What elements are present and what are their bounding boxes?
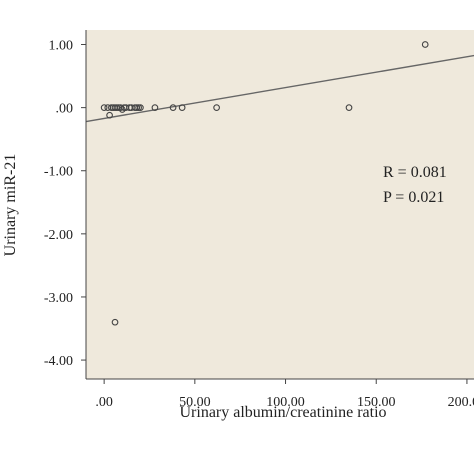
data-point [111, 318, 119, 326]
y-tick-label: 1.00 [49, 39, 74, 54]
y-tick-label: -1.00 [44, 165, 73, 180]
data-point [151, 104, 159, 111]
data-point [137, 104, 144, 111]
stat-p: P = 0.021 [383, 189, 444, 206]
data-point [118, 106, 126, 113]
y-tick-label: .00 [56, 102, 74, 117]
data-point [169, 104, 177, 111]
data-point [421, 41, 429, 48]
x-tick-label: 150.00 [357, 395, 396, 410]
x-tick-label: 200.00 [448, 395, 474, 410]
x-axis-title: Urinary albumin/creatinine ratio [179, 404, 386, 421]
data-point [213, 104, 220, 111]
data-point [345, 104, 353, 111]
x-tick-label: .00 [95, 395, 113, 410]
data-point [100, 104, 108, 111]
marks-layer [85, 41, 474, 326]
y-tick-label: -4.00 [44, 354, 73, 369]
y-tick-label: -2.00 [44, 228, 73, 243]
data-point [178, 104, 186, 111]
x-tick-label: 100.00 [266, 395, 305, 410]
data-point [106, 111, 113, 119]
fit-line [85, 54, 474, 123]
stat-r: R = 0.081 [383, 164, 447, 181]
y-axis-title: Urinary miR-21 [2, 154, 19, 257]
x-tick-label: 50.00 [179, 395, 211, 410]
ticks-layer: .00 50.00 100.00 150.00 200.00 1.00 .00 -1.00 -2… [44, 39, 474, 410]
y-tick-label: -3.00 [44, 291, 73, 306]
